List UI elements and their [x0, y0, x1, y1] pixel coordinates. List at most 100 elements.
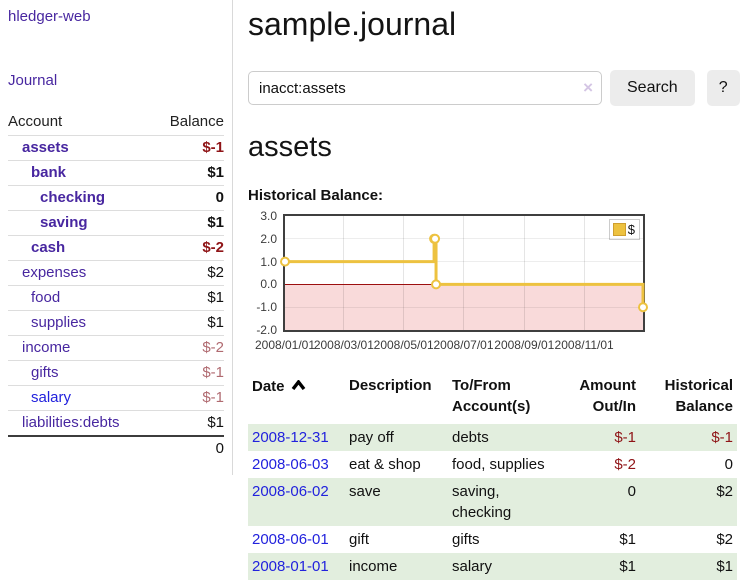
- column-header-historical-balance: Historical Balance: [640, 373, 737, 424]
- register-description-cell: save: [349, 483, 381, 500]
- sidebar-account-row-salary: salary $-1: [8, 385, 224, 410]
- column-header-to-from-account-s-: To/From Account(s): [448, 373, 558, 424]
- account-link[interactable]: cash: [31, 239, 66, 256]
- gridline: [285, 261, 643, 263]
- register-amount-cell: $1: [619, 531, 636, 548]
- account-balance: $1: [207, 214, 224, 231]
- account-link[interactable]: expenses: [22, 264, 87, 281]
- account-link[interactable]: checking: [40, 189, 106, 206]
- column-header-label: Amount: [579, 377, 636, 394]
- search-bar: × Search ?: [248, 70, 740, 106]
- register-description-cell: eat & shop: [349, 456, 421, 473]
- account-heading: assets: [248, 131, 332, 163]
- accounts-rows: assets $-1 bank $1 checking 0 saving $1 cash $-2 e…: [8, 135, 224, 435]
- y-tick-label: -1.0: [256, 300, 277, 315]
- account-link[interactable]: income: [22, 339, 71, 356]
- x-tick-label: 2008/11/01: [554, 338, 614, 352]
- register-amount-cell: 0: [627, 483, 636, 500]
- y-tick-label: 0.0: [260, 277, 277, 292]
- account-balance: $1: [207, 289, 224, 306]
- sidebar-account-row-checking: checking 0: [8, 185, 224, 210]
- sidebar-account-row-food: food $1: [8, 285, 224, 310]
- y-tick-label: 3.0: [260, 209, 277, 223]
- register-date-cell: 2008-06-02: [248, 478, 345, 526]
- account-link[interactable]: gifts: [31, 364, 59, 381]
- sidebar-account-row-bank: bank $1: [8, 160, 224, 185]
- table-row[interactable]: 2008-06-01 gift gifts $1 $2: [248, 526, 737, 553]
- gridline: [343, 216, 345, 330]
- accounts-col-header: Account: [8, 113, 63, 130]
- transaction-date-link[interactable]: 2008-06-02: [252, 483, 329, 500]
- register-table: Date Description To/From Account(s) Amount Ou…: [248, 373, 737, 580]
- transaction-date-link[interactable]: 2008-01-01: [252, 558, 329, 575]
- nav-journal: Journal: [8, 72, 224, 89]
- column-header-label: Balance: [675, 398, 733, 415]
- sort-ascending-icon: [291, 375, 306, 396]
- sidebar-account-row-income: income $-2: [8, 335, 224, 360]
- register-accounts-cell: gifts: [452, 531, 480, 548]
- data-point-marker: [638, 302, 648, 313]
- gridline: [463, 216, 464, 330]
- app-title-link[interactable]: hledger-web: [8, 8, 91, 25]
- table-row[interactable]: 2008-06-03 eat & shop food, supplies $-2 0: [248, 451, 737, 478]
- column-header-label: To/From: [452, 377, 511, 394]
- table-row[interactable]: 2008-01-01 income salary $1 $1: [248, 553, 737, 580]
- register-accounts-cell: debts: [452, 429, 489, 446]
- register-amount-cell: $1: [619, 558, 636, 575]
- journal-link[interactable]: Journal: [8, 72, 58, 89]
- accounts-table-header: Account Balance: [8, 110, 224, 135]
- sidebar: hledger-web Journal Account Balance asse…: [0, 0, 233, 475]
- help-button[interactable]: ?: [706, 70, 740, 106]
- register-accounts-cell: salary: [452, 558, 493, 575]
- sidebar-account-row-saving: saving $1: [8, 210, 224, 235]
- transaction-date-link[interactable]: 2008-12-31: [252, 429, 329, 446]
- column-header-date[interactable]: Date: [248, 373, 345, 424]
- account-link[interactable]: supplies: [31, 314, 87, 331]
- account-link[interactable]: liabilities:debts: [22, 414, 120, 431]
- register-description-cell: gift: [349, 531, 370, 548]
- register-balance-cell: $2: [716, 483, 733, 500]
- account-balance: $-2: [202, 339, 224, 356]
- account-link[interactable]: assets: [22, 139, 69, 156]
- table-row[interactable]: 2008-12-31 pay off debts $-1 $-1: [248, 424, 737, 451]
- register-date-cell: 2008-01-01: [248, 553, 345, 580]
- search-button[interactable]: Search: [610, 70, 695, 106]
- account-link[interactable]: saving: [40, 214, 88, 231]
- chart-title: Historical Balance:: [248, 187, 384, 204]
- column-header-description: Description: [345, 373, 448, 424]
- account-link[interactable]: food: [31, 289, 61, 306]
- register-date-cell: 2008-06-01: [248, 526, 345, 553]
- transaction-date-link[interactable]: 2008-06-01: [252, 531, 329, 548]
- sidebar-account-row-assets: assets $-1: [8, 135, 224, 160]
- sidebar-account-row-cash: cash $-2: [8, 235, 224, 260]
- table-row[interactable]: 2008-06-02 save saving, checking 0 $2: [248, 478, 737, 526]
- gridline: [285, 306, 643, 308]
- account-balance: $-1: [202, 139, 224, 156]
- account-balance: $1: [207, 164, 224, 181]
- page-title: sample.journal: [248, 6, 457, 42]
- main-content: sample.journal × Search ? assets Histori…: [233, 0, 742, 580]
- sidebar-account-row-liabilities-debts: liabilities:debts $1: [8, 410, 224, 435]
- transaction-date-link[interactable]: 2008-06-03: [252, 456, 329, 473]
- register-accounts-cell: saving, checking: [452, 483, 512, 521]
- account-link[interactable]: bank: [31, 164, 67, 181]
- y-tick-label: 1.0: [260, 254, 277, 269]
- legend-label: $: [627, 222, 635, 237]
- column-header-label: Description: [349, 377, 432, 394]
- gridline: [523, 216, 525, 330]
- account-balance: $-1: [202, 389, 224, 406]
- register-description-cell: income: [349, 558, 398, 575]
- register-balance-cell: $1: [716, 558, 733, 575]
- chart-plot-area: $: [280, 214, 648, 332]
- search-input[interactable]: [248, 71, 602, 105]
- account-link[interactable]: salary: [31, 389, 72, 406]
- register-accounts-cell: food, supplies: [452, 456, 545, 473]
- register-date-cell: 2008-06-03: [248, 451, 345, 478]
- register-balance-cell: $2: [716, 531, 733, 548]
- balance-series: [280, 233, 648, 313]
- clear-search-icon[interactable]: ×: [583, 78, 593, 97]
- gridline: [403, 216, 405, 330]
- y-tick-label: 2.0: [260, 231, 277, 246]
- historical-balance-chart: 3.0 2.0 1.0 0.0 -1.0 -2.0 $ 2008/01/01 2008/03…: [248, 209, 737, 356]
- gridline: [285, 238, 643, 240]
